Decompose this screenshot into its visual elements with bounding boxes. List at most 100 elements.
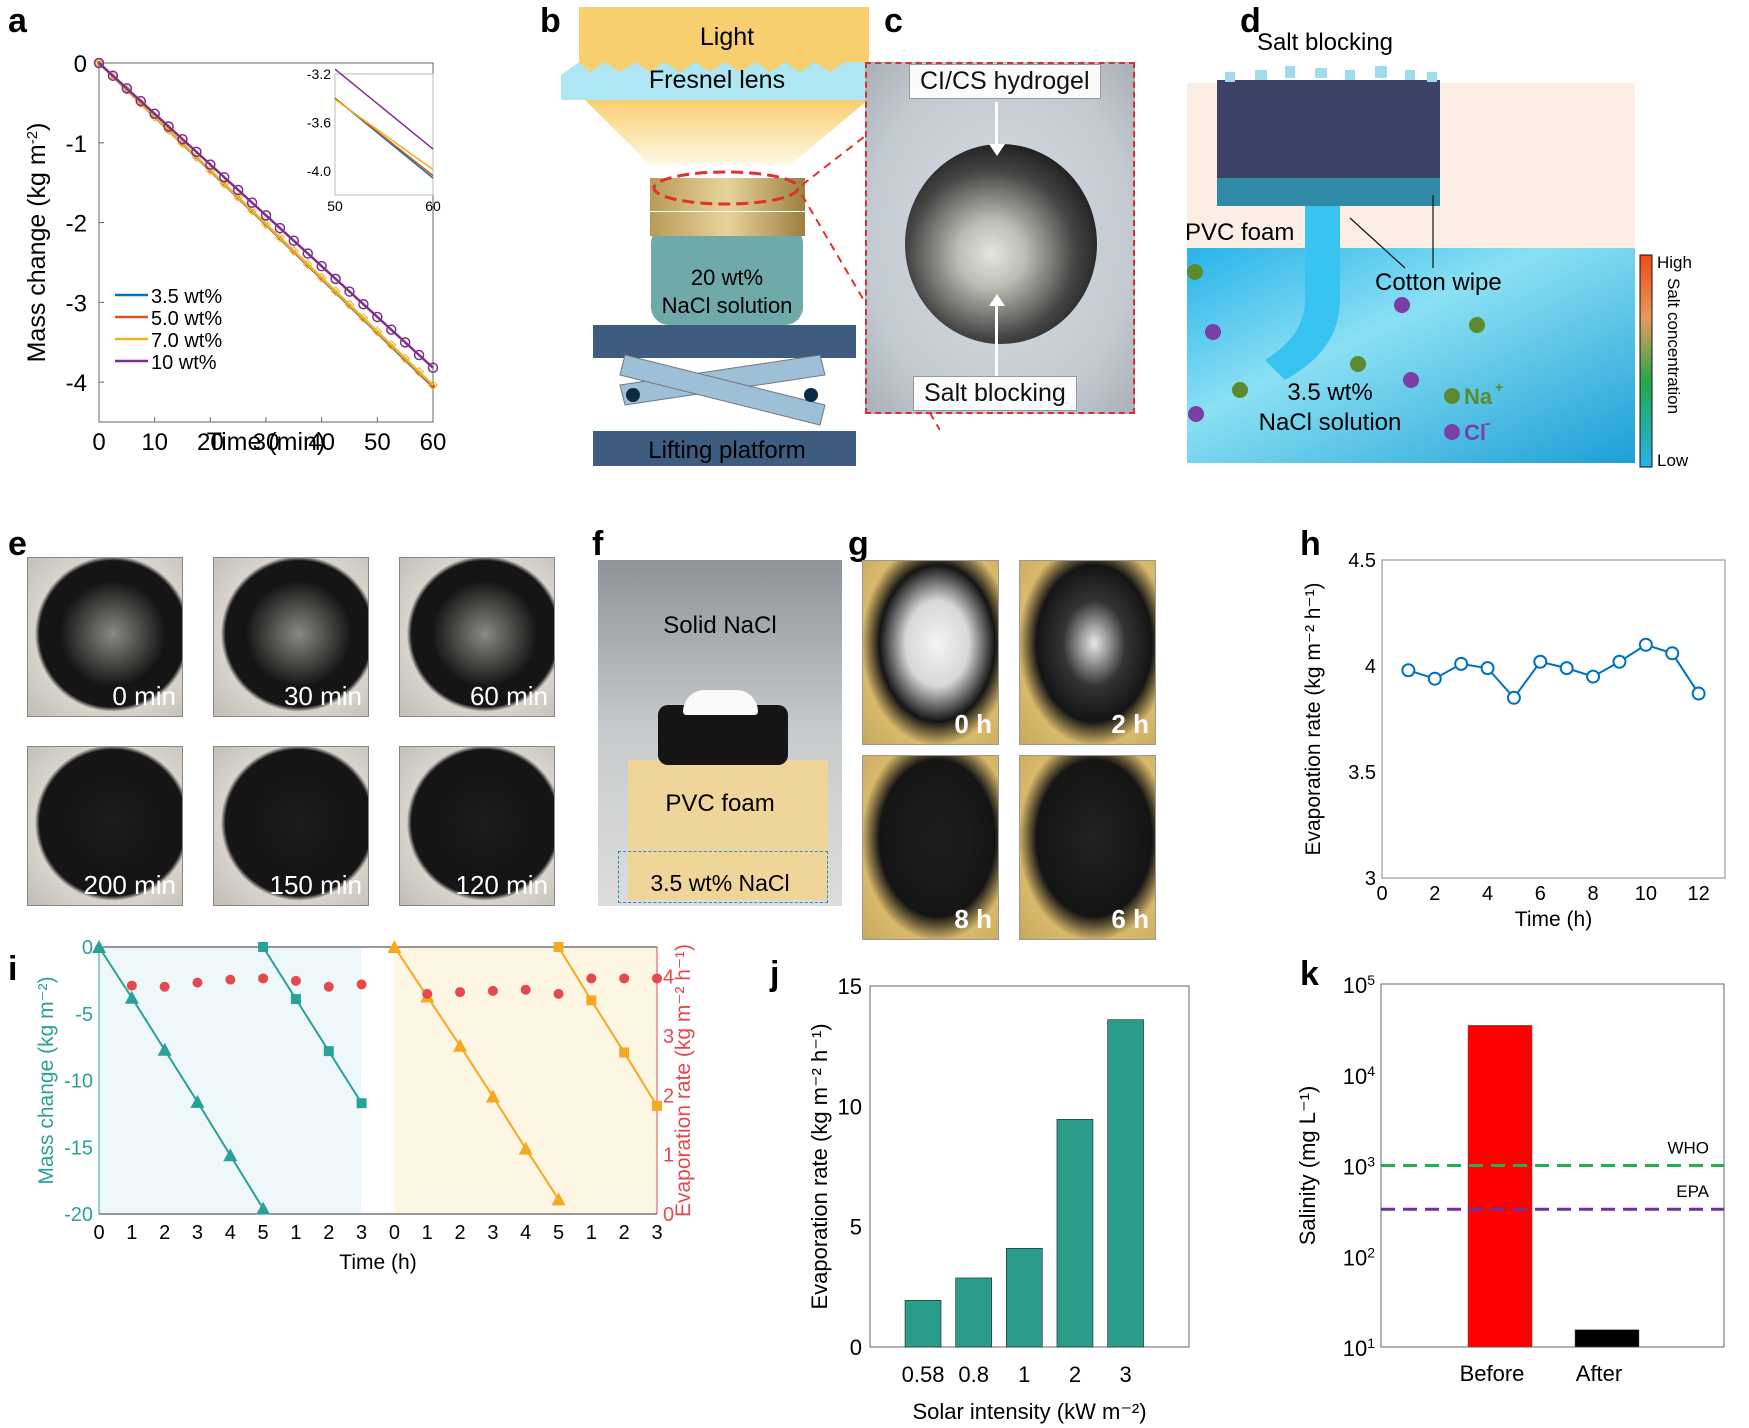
cotton-wipe — [1265, 206, 1340, 380]
panel-label-i: i — [8, 950, 18, 988]
reference-label-EPA: EPA — [1676, 1182, 1709, 1201]
y-axis-label: Mass change (kg m-2) — [23, 123, 51, 363]
x-axis-label: Time (h) — [339, 1251, 416, 1274]
triangle-marker — [157, 1042, 172, 1056]
solution-line1: 3.5 wt% — [1287, 379, 1372, 406]
fresnel-lens — [561, 62, 894, 100]
square-marker — [258, 942, 269, 952]
x-tick-label: 2 — [159, 1222, 170, 1244]
marker — [330, 273, 341, 285]
marker — [260, 210, 272, 221]
scissor-pivot-left — [626, 388, 640, 402]
y-tick-label: -3 — [66, 290, 87, 317]
legend-cl-icon — [1444, 424, 1460, 440]
x-tick-label: 60 — [420, 429, 447, 456]
segment-line-cycle1-day1 — [98, 946, 264, 1210]
bar-0.8 — [955, 1277, 992, 1348]
triangle-marker — [518, 1141, 533, 1155]
arrow-up-icon — [989, 294, 1005, 306]
y-tick-label: 4.5 — [1348, 550, 1376, 572]
marker — [386, 340, 397, 350]
wipe-pointer-1 — [1349, 217, 1406, 269]
arrow-down-line — [995, 102, 998, 150]
data-point — [1533, 654, 1548, 669]
marker — [372, 311, 383, 323]
data-point — [1427, 671, 1442, 686]
x-tick-label: 1 — [290, 1222, 301, 1244]
panel-d-diagram: Salt blocking PVC foam Cotton wipe 3.5 w… — [1185, 29, 1692, 470]
salt-blocking-label: Salt blocking — [913, 376, 1077, 411]
legend-label: 7.0 wt% — [151, 330, 222, 352]
inset-line-10 wt% — [334, 68, 434, 150]
chart-j: 0 5 10 15 0.58 0.8 1 2 3 Solar intensity (kW m⁻²)… — [807, 974, 1190, 1424]
x-tick-label: 20 — [197, 429, 224, 456]
inset-y-tick-label: -3.6 — [307, 114, 331, 130]
marker — [177, 133, 188, 145]
legend-label: 3.5 wt% — [151, 286, 222, 308]
marker — [191, 146, 202, 158]
marker — [163, 121, 174, 132]
panel-label-f: f — [592, 525, 604, 563]
marker — [261, 219, 271, 230]
rate-point — [422, 988, 433, 999]
x-tick-label: 3 — [1119, 1362, 1131, 1387]
bar-3 — [1107, 1019, 1144, 1348]
marker — [232, 184, 244, 196]
legend-label: 5.0 wt% — [151, 308, 222, 330]
y-left-tick-label: 0 — [82, 937, 93, 959]
frame-time-label: 8 h — [954, 904, 992, 934]
jar-cap-lower — [650, 212, 805, 236]
cycle1-background — [99, 947, 362, 1214]
fresnel-lens-label: Fresnel lens — [649, 66, 785, 94]
x-tick-label: 0 — [93, 1222, 104, 1244]
x-tick-label: 10 — [141, 429, 168, 456]
inset-y-tick-label: -3.2 — [307, 66, 331, 82]
inset-line-7.0 wt% — [334, 98, 434, 171]
hydrogel-label: CI/CS hydrogel — [909, 64, 1101, 99]
pvc-foam-block — [628, 760, 828, 900]
scissor-arm-2 — [619, 354, 826, 426]
marker — [205, 159, 216, 170]
jar-solution-line1: 20 wt% — [691, 265, 763, 290]
panel-c-photo: CI/CS hydrogel Salt blocking — [865, 62, 1135, 414]
rate-point — [553, 988, 564, 999]
data-point — [1401, 663, 1416, 678]
triangle-marker — [387, 940, 402, 953]
x-tick-label: After — [1576, 1361, 1622, 1386]
marker — [288, 246, 299, 256]
series-line-7.0 wt% — [98, 62, 434, 387]
bar-After — [1574, 1329, 1640, 1348]
arrow-down-icon — [989, 144, 1005, 156]
marker — [274, 222, 286, 234]
marker — [302, 248, 313, 259]
marker — [233, 192, 244, 203]
frame-time-label: 200 min — [83, 870, 177, 900]
y-axis-label: Evaporation rate (kg m⁻² h⁻¹) — [807, 1023, 832, 1309]
rate-point — [487, 985, 498, 996]
legend-cl-sup: - — [1485, 415, 1490, 432]
rate-point — [126, 980, 137, 991]
x-tick-label: 5 — [258, 1222, 269, 1244]
marker — [219, 172, 230, 183]
data-point — [1691, 686, 1706, 701]
rate-point — [323, 981, 334, 992]
marker — [427, 362, 439, 374]
bar-0.58 — [904, 1300, 942, 1348]
zoom-ellipse — [652, 170, 800, 206]
rate-point — [652, 973, 662, 984]
triangle-marker — [92, 940, 106, 953]
platform-bottom — [593, 431, 856, 466]
salt-blocking-title: Salt blocking — [1257, 29, 1393, 56]
time-lapse-frame: 8 h — [862, 755, 999, 940]
x-tick-label: 0.8 — [958, 1362, 989, 1387]
data-point — [1506, 690, 1521, 705]
light-beam — [585, 100, 868, 165]
y-left-axis-label: Mass change (kg m⁻²) — [35, 976, 58, 1184]
scale-low-label: Low — [1657, 451, 1689, 470]
segment-line-cycle2-day1 — [393, 946, 560, 1200]
square-marker — [652, 1100, 662, 1111]
chart-k: 101 102 103 104 105 Before After WHO EPA Salinity… — [1295, 972, 1725, 1386]
x-tick-label: 4 — [1482, 883, 1493, 905]
marker — [399, 337, 411, 348]
triangle-marker — [485, 1089, 500, 1103]
